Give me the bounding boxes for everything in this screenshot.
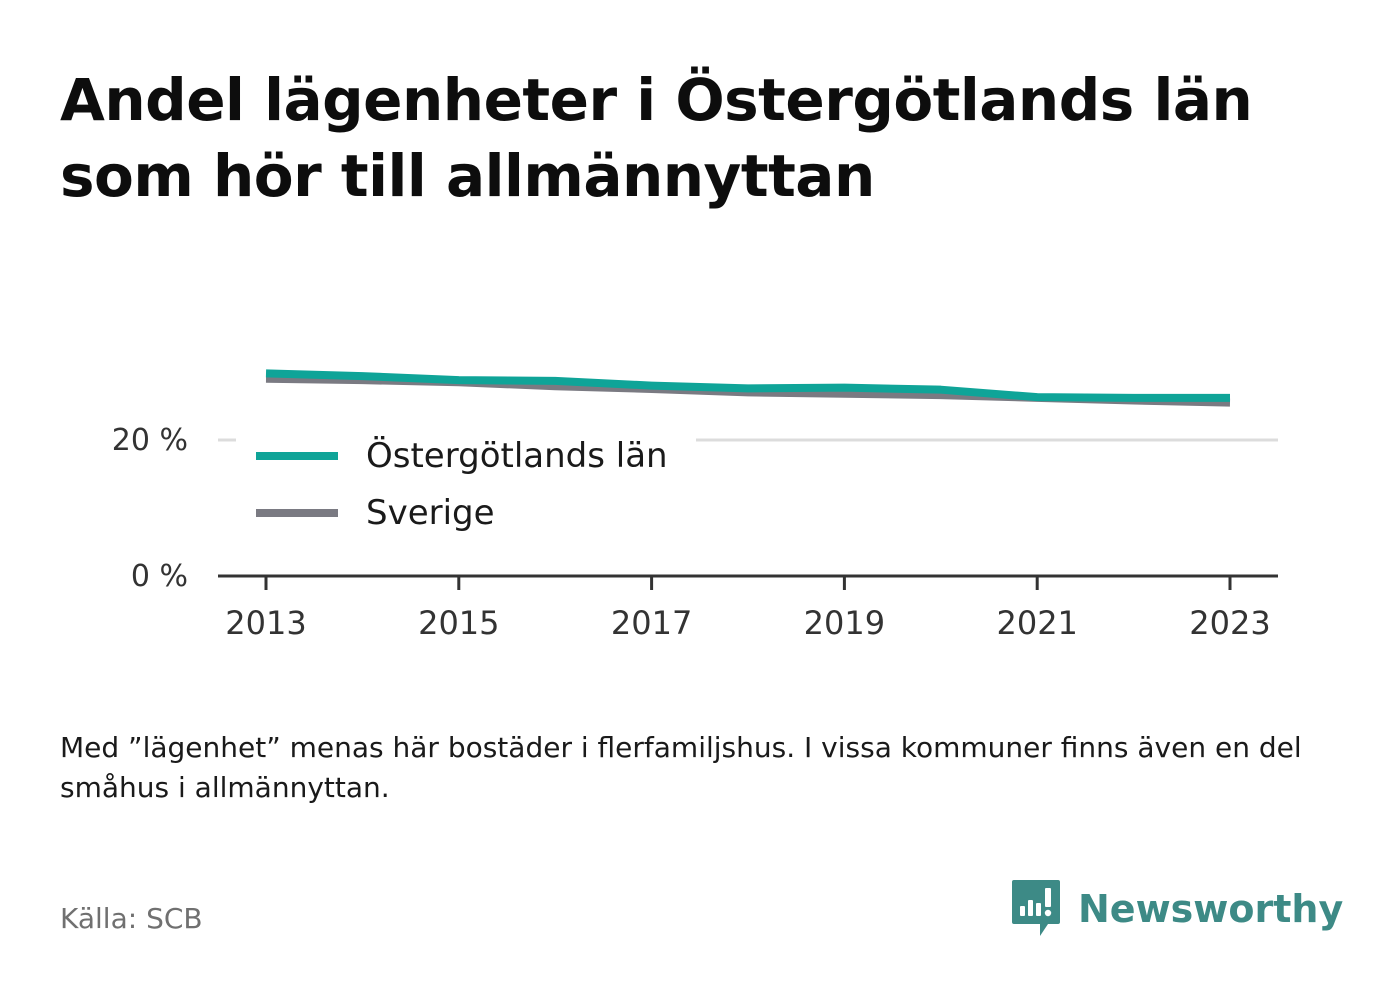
x-tick-label: 2015 [418, 604, 499, 642]
x-tick-label: 2023 [1189, 604, 1270, 642]
legend-label: Sverige [366, 493, 495, 533]
x-tick-label: 2013 [225, 604, 306, 642]
chart-title: Andel lägenheter i Östergötlands län som… [60, 66, 1253, 210]
x-tick-label: 2019 [804, 604, 885, 642]
legend-label: Östergötlands län [366, 435, 668, 476]
series-line-ostergotland [265, 369, 1230, 402]
x-axis [218, 574, 1278, 590]
x-tick-label: 2021 [996, 604, 1077, 642]
brand-name: Newsworthy [1078, 887, 1344, 931]
axis-labels: 0 % 20 % 2013 2015 2017 2019 2021 2023 [112, 423, 1271, 642]
newsworthy-logo-icon [1012, 880, 1060, 936]
x-tick-label: 2017 [611, 604, 692, 642]
source-label: Källa: SCB [60, 902, 203, 935]
legend: Östergötlands län Sverige [236, 420, 696, 550]
brand-logo[interactable]: Newsworthy [1010, 878, 1343, 940]
line-chart: Östergötlands län Sverige 0 % 20 % 2013 2015… [112, 369, 1278, 642]
y-tick-label: 0 % [131, 559, 188, 594]
footnote: Med ”lägenhet” menas här bostäder i fler… [60, 731, 1302, 804]
y-tick-label: 20 % [112, 423, 188, 458]
series-lines [265, 369, 1231, 407]
legend-background [236, 420, 696, 550]
